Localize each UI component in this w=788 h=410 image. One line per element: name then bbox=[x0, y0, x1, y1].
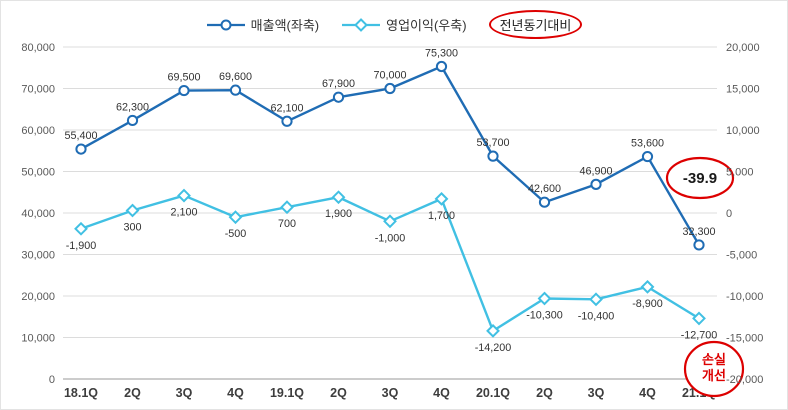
left-axis-tick: 10,000 bbox=[21, 333, 55, 345]
revenue-data-label: 62,100 bbox=[270, 102, 303, 114]
revenue-data-label: 53,600 bbox=[631, 138, 664, 150]
right-axis-tick: -5,000 bbox=[726, 250, 757, 262]
x-axis-label: 4Q bbox=[639, 386, 656, 400]
legend-label-revenue: 매출액(좌축) bbox=[250, 18, 320, 33]
revenue-line-circle-marker-icon bbox=[206, 19, 245, 30]
opprofit-data-label: 1,700 bbox=[428, 210, 455, 222]
left-axis-tick: 50,000 bbox=[21, 167, 55, 179]
yoy-annotation-ellipse bbox=[665, 156, 735, 200]
opprofit-point-marker bbox=[177, 188, 191, 203]
x-axis-label: 3Q bbox=[588, 386, 605, 400]
left-axis-tick: 80,000 bbox=[21, 42, 55, 54]
revenue-point-marker bbox=[487, 150, 499, 162]
opprofit-data-label: -1,000 bbox=[375, 232, 406, 244]
x-axis-label: 19.1Q bbox=[270, 386, 304, 400]
revenue-data-label: 69,500 bbox=[167, 72, 200, 84]
opprofit-data-label: -500 bbox=[225, 228, 247, 240]
opprofit-point-marker bbox=[383, 214, 397, 229]
revenue-data-label: 62,300 bbox=[116, 101, 149, 113]
left-axis-tick: 0 bbox=[49, 374, 55, 386]
left-axis-tick: 70,000 bbox=[21, 84, 55, 96]
opprofit-point-marker bbox=[640, 279, 655, 294]
opprofit-point-marker bbox=[74, 221, 88, 236]
revenue-data-label: 69,600 bbox=[219, 71, 252, 83]
revenue-point-marker bbox=[126, 114, 139, 127]
revenue-point-marker bbox=[590, 178, 602, 190]
right-axis-tick: 10,000 bbox=[726, 125, 760, 137]
revenue-data-label: 55,400 bbox=[64, 130, 97, 142]
opprofit-data-label: 1,900 bbox=[325, 208, 352, 220]
left-axis-tick: 60,000 bbox=[21, 125, 55, 137]
opprofit-point-marker bbox=[331, 190, 346, 205]
x-axis-label: 4Q bbox=[227, 386, 244, 400]
legend-item-yoy: 전년동기대비 bbox=[488, 10, 583, 39]
opprofit-data-label: 2,100 bbox=[170, 207, 197, 219]
right-axis-tick: -20,000 bbox=[726, 374, 763, 386]
x-axis-label: 3Q bbox=[382, 386, 399, 400]
revenue-data-label: 53,700 bbox=[476, 137, 509, 149]
right-axis-tick: 5,000 bbox=[726, 167, 754, 179]
opprofit-data-label: -8,900 bbox=[632, 298, 663, 310]
legend-label-opprofit: 영업이익(우축) bbox=[386, 18, 467, 33]
opprofit-point-marker bbox=[486, 323, 500, 338]
left-axis-tick: 20,000 bbox=[21, 291, 55, 303]
x-axis-label: 2Q bbox=[124, 386, 141, 400]
revenue-point-marker bbox=[178, 84, 190, 97]
opprofit-point-marker bbox=[125, 203, 140, 218]
opprofit-data-label: 700 bbox=[278, 218, 296, 230]
chart-legend: 매출액(좌축) 영업이익(우축) 전년동기대비 bbox=[1, 10, 787, 39]
opprofit-point-marker bbox=[692, 311, 706, 326]
revenue-point-marker bbox=[384, 82, 396, 95]
loss-improvement-text: 손실 bbox=[702, 352, 726, 367]
right-axis-tick: -10,000 bbox=[726, 291, 763, 303]
revenue-data-label: 67,900 bbox=[322, 78, 355, 90]
opprofit-data-label: -10,400 bbox=[578, 310, 615, 322]
right-axis-tick: 15,000 bbox=[726, 84, 760, 96]
legend-item-revenue: 매출액(좌축) bbox=[206, 15, 319, 34]
opprofit-line-diamond-marker-icon bbox=[342, 17, 381, 32]
loss-improvement-ellipse bbox=[683, 340, 745, 398]
x-axis-label: 20.1Q bbox=[476, 386, 510, 400]
revenue-point-marker bbox=[693, 239, 705, 251]
yoy-legend-red-ellipse: 전년동기대비 bbox=[488, 10, 583, 39]
loss-improvement-text: 개선 bbox=[702, 368, 726, 383]
revenue-point-marker bbox=[281, 115, 293, 127]
opprofit-data-label: -14,200 bbox=[475, 342, 512, 354]
opprofit-data-label: -12,700 bbox=[681, 329, 718, 341]
opprofit-data-label: 300 bbox=[123, 222, 141, 234]
opprofit-point-marker bbox=[589, 292, 603, 307]
right-axis-tick: -15,000 bbox=[726, 333, 763, 345]
revenue-data-label: 42,600 bbox=[528, 183, 561, 195]
left-axis-tick: 40,000 bbox=[21, 208, 55, 220]
opprofit-point-marker bbox=[228, 210, 243, 225]
opprofit-data-label: -10,300 bbox=[526, 309, 563, 321]
opprofit-data-label: -1,900 bbox=[66, 240, 97, 252]
legend-item-opprofit: 영업이익(우축) bbox=[341, 15, 467, 34]
x-axis-label: 2Q bbox=[330, 386, 347, 400]
x-axis-label: 2Q bbox=[536, 386, 553, 400]
yoy-annotation-text: -39.9 bbox=[683, 170, 717, 187]
revenue-data-label: 46,900 bbox=[579, 165, 612, 177]
right-axis-tick: 20,000 bbox=[726, 42, 760, 54]
revenue-point-marker bbox=[435, 60, 448, 73]
revenue-data-label: 75,300 bbox=[425, 48, 458, 60]
revenue-point-marker bbox=[332, 91, 345, 103]
opprofit-point-marker bbox=[280, 200, 294, 215]
x-axis-label: 18.1Q bbox=[64, 386, 98, 400]
revenue-point-marker bbox=[75, 143, 87, 155]
revenue-data-label: 32,300 bbox=[682, 226, 715, 238]
revenue-data-label: 70,000 bbox=[373, 70, 406, 82]
opprofit-point-marker bbox=[537, 291, 552, 306]
revenue-point-marker bbox=[229, 84, 242, 96]
right-axis-tick: 0 bbox=[726, 208, 732, 220]
left-axis-tick: 30,000 bbox=[21, 250, 55, 262]
x-axis-label: 4Q bbox=[433, 386, 450, 400]
revenue-point-marker bbox=[641, 150, 654, 163]
x-axis-label: 3Q bbox=[176, 386, 193, 400]
opprofit-point-marker bbox=[434, 191, 449, 206]
revenue-point-marker bbox=[538, 196, 551, 208]
